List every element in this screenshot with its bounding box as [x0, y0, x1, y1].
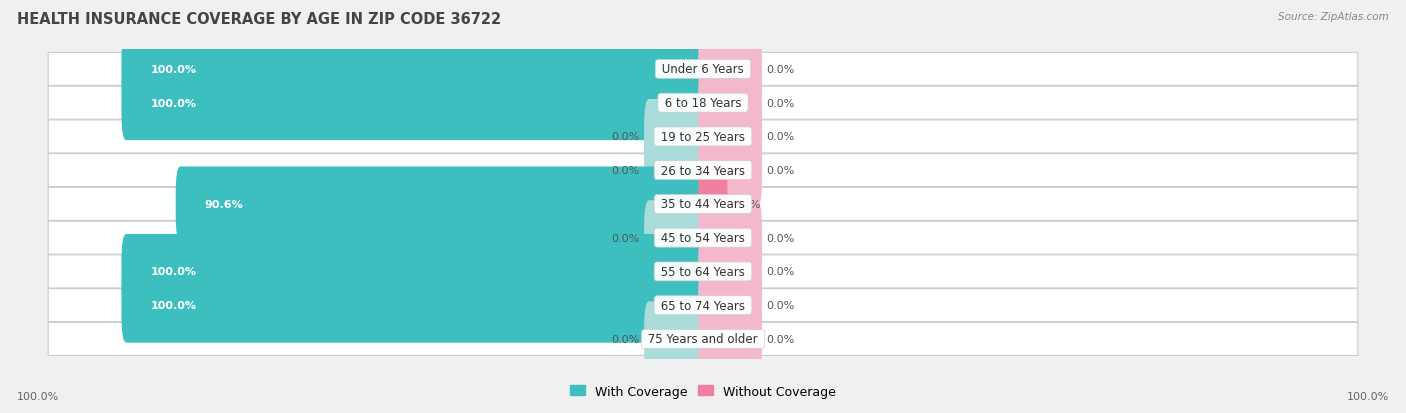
FancyBboxPatch shape	[699, 167, 727, 242]
Text: 100.0%: 100.0%	[17, 391, 59, 401]
FancyBboxPatch shape	[644, 302, 707, 377]
Legend: With Coverage, Without Coverage: With Coverage, Without Coverage	[565, 380, 841, 403]
Text: 0.0%: 0.0%	[612, 334, 640, 344]
FancyBboxPatch shape	[48, 121, 1358, 154]
Text: 0.0%: 0.0%	[766, 166, 794, 176]
FancyBboxPatch shape	[699, 32, 762, 107]
FancyBboxPatch shape	[644, 201, 707, 275]
Text: 35 to 44 Years: 35 to 44 Years	[657, 198, 749, 211]
Text: 75 Years and older: 75 Years and older	[644, 332, 762, 346]
Text: 0.0%: 0.0%	[766, 267, 794, 277]
Text: 100.0%: 100.0%	[150, 300, 197, 311]
FancyBboxPatch shape	[48, 222, 1358, 254]
FancyBboxPatch shape	[48, 53, 1358, 86]
FancyBboxPatch shape	[699, 235, 762, 309]
FancyBboxPatch shape	[121, 66, 707, 141]
Text: 90.6%: 90.6%	[204, 199, 243, 209]
Text: HEALTH INSURANCE COVERAGE BY AGE IN ZIP CODE 36722: HEALTH INSURANCE COVERAGE BY AGE IN ZIP …	[17, 12, 501, 27]
FancyBboxPatch shape	[48, 87, 1358, 120]
FancyBboxPatch shape	[48, 323, 1358, 356]
Text: 9.4%: 9.4%	[731, 199, 761, 209]
FancyBboxPatch shape	[699, 66, 762, 141]
Text: 45 to 54 Years: 45 to 54 Years	[657, 232, 749, 244]
FancyBboxPatch shape	[644, 100, 707, 174]
FancyBboxPatch shape	[644, 133, 707, 208]
Text: 19 to 25 Years: 19 to 25 Years	[657, 131, 749, 144]
FancyBboxPatch shape	[121, 32, 707, 107]
Text: 0.0%: 0.0%	[766, 132, 794, 142]
FancyBboxPatch shape	[699, 302, 762, 377]
FancyBboxPatch shape	[121, 235, 707, 309]
Text: 0.0%: 0.0%	[612, 233, 640, 243]
FancyBboxPatch shape	[48, 154, 1358, 187]
Text: 0.0%: 0.0%	[766, 233, 794, 243]
FancyBboxPatch shape	[121, 268, 707, 343]
FancyBboxPatch shape	[48, 188, 1358, 221]
Text: 0.0%: 0.0%	[766, 300, 794, 311]
Text: 100.0%: 100.0%	[150, 98, 197, 109]
FancyBboxPatch shape	[48, 255, 1358, 288]
Text: Source: ZipAtlas.com: Source: ZipAtlas.com	[1278, 12, 1389, 22]
Text: 26 to 34 Years: 26 to 34 Years	[657, 164, 749, 177]
FancyBboxPatch shape	[699, 133, 762, 208]
Text: 0.0%: 0.0%	[612, 132, 640, 142]
Text: 6 to 18 Years: 6 to 18 Years	[661, 97, 745, 110]
Text: 100.0%: 100.0%	[1347, 391, 1389, 401]
Text: 100.0%: 100.0%	[150, 65, 197, 75]
Text: 100.0%: 100.0%	[150, 267, 197, 277]
Text: Under 6 Years: Under 6 Years	[658, 63, 748, 76]
Text: 55 to 64 Years: 55 to 64 Years	[657, 265, 749, 278]
Text: 0.0%: 0.0%	[766, 98, 794, 109]
FancyBboxPatch shape	[176, 167, 707, 242]
FancyBboxPatch shape	[699, 268, 762, 343]
Text: 0.0%: 0.0%	[766, 65, 794, 75]
Text: 65 to 74 Years: 65 to 74 Years	[657, 299, 749, 312]
FancyBboxPatch shape	[48, 289, 1358, 322]
FancyBboxPatch shape	[699, 100, 762, 174]
Text: 0.0%: 0.0%	[612, 166, 640, 176]
Text: 0.0%: 0.0%	[766, 334, 794, 344]
FancyBboxPatch shape	[699, 201, 762, 275]
